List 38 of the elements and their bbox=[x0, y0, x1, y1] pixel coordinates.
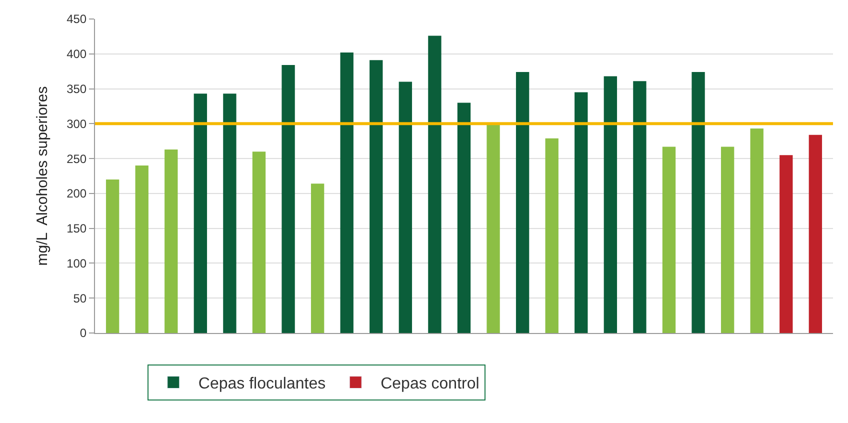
bar bbox=[486, 125, 500, 333]
bar bbox=[750, 128, 764, 333]
bar bbox=[106, 179, 120, 333]
bar bbox=[340, 52, 354, 333]
legend-label: Cepas control bbox=[380, 376, 480, 393]
y-axis-title: mg/L Alcoholes superiores bbox=[34, 86, 51, 266]
y-tick-label: 0 bbox=[80, 326, 87, 340]
bar bbox=[720, 146, 734, 333]
bar bbox=[516, 72, 530, 333]
bar bbox=[604, 76, 618, 333]
bar bbox=[428, 36, 442, 333]
bar bbox=[370, 60, 383, 333]
bar bbox=[135, 166, 148, 333]
bar bbox=[310, 184, 324, 333]
legend-label: Cepas floculantes bbox=[198, 376, 326, 393]
bar bbox=[223, 94, 236, 333]
y-tick-label: 50 bbox=[73, 291, 87, 306]
bar bbox=[780, 155, 793, 333]
y-tick-label: 450 bbox=[66, 12, 87, 26]
bar bbox=[457, 102, 471, 333]
bar bbox=[662, 146, 676, 333]
bar bbox=[194, 94, 208, 333]
y-tick-label: 300 bbox=[66, 116, 87, 131]
bar bbox=[692, 72, 705, 333]
bar bbox=[282, 65, 295, 333]
bar bbox=[545, 138, 558, 333]
bar bbox=[252, 152, 266, 333]
y-tick-label: 200 bbox=[66, 186, 87, 201]
bar bbox=[633, 81, 646, 333]
bar bbox=[808, 134, 822, 333]
y-tick-label: 350 bbox=[66, 82, 87, 96]
bar bbox=[164, 149, 178, 333]
y-tick-label: 250 bbox=[66, 152, 87, 166]
y-tick-label: 400 bbox=[66, 47, 87, 62]
y-tick-label: 150 bbox=[66, 222, 87, 236]
y-tick-label: 100 bbox=[66, 256, 87, 270]
bar bbox=[574, 92, 588, 333]
bar bbox=[398, 82, 412, 333]
